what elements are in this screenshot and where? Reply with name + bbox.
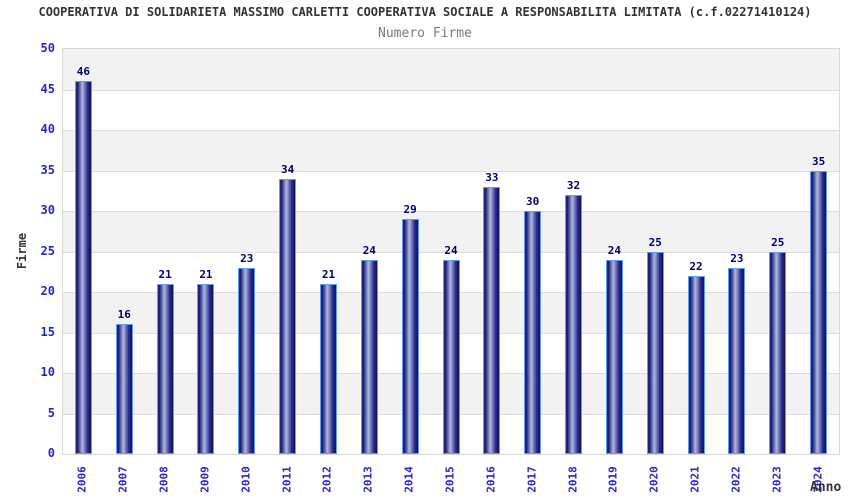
x-tick-label: 2006 (75, 466, 89, 493)
plot-band (63, 49, 839, 90)
x-tick-label: 2012 (320, 466, 334, 493)
gridline (63, 170, 839, 172)
bar-2006 (74, 81, 92, 454)
bar-value-label: 30 (526, 195, 540, 208)
gridline (63, 130, 839, 131)
x-tick-label: 2020 (647, 466, 661, 493)
y-tick-label: 25 (40, 243, 55, 258)
bar-2024 (810, 170, 828, 454)
bar-value-label: 16 (117, 308, 131, 322)
bar-2015 (442, 259, 460, 454)
bar-value-label: 32 (566, 178, 581, 192)
gridline (63, 89, 839, 91)
bar-value-label: 21 (321, 267, 336, 281)
y-tick-label: 30 (40, 203, 55, 217)
plot-band (63, 89, 839, 130)
chart-title: COOPERATIVA DI SOLIDARIETA MASSIMO CARLE… (38, 5, 812, 19)
y-tick-label: 50 (40, 41, 55, 55)
bar-value-label: 23 (240, 251, 254, 265)
x-tick-label: 2023 (770, 466, 784, 493)
y-tick-label: 0 (47, 446, 55, 460)
bar-2007 (115, 324, 133, 454)
bar-value-label: 46 (76, 65, 91, 79)
bar-value-label: 21 (158, 267, 172, 281)
bar-2020 (646, 251, 664, 454)
plot-band (63, 211, 839, 252)
x-tick-label: 2014 (402, 466, 416, 493)
x-tick-label: 2017 (525, 466, 539, 493)
y-tick-label: 20 (40, 284, 55, 298)
y-tick-label: 45 (40, 81, 55, 96)
bar-value-label: 24 (444, 243, 458, 257)
gridline (63, 251, 839, 253)
y-tick-label: 40 (40, 122, 55, 136)
bar-value-label: 29 (403, 203, 417, 217)
x-tick-label: 2022 (729, 466, 743, 493)
x-tick-label: 2016 (484, 466, 498, 493)
y-tick-label: 10 (40, 365, 55, 379)
y-tick-label: 15 (40, 324, 55, 339)
bar-value-label: 22 (689, 259, 703, 273)
x-axis-title: Anno (810, 480, 842, 495)
x-tick-label: 2021 (688, 466, 702, 493)
bar-value-label: 23 (730, 251, 744, 265)
y-tick-label: 35 (40, 162, 55, 177)
bar-2010 (238, 267, 256, 454)
x-tick-label: 2019 (606, 466, 620, 493)
plot-band (63, 130, 839, 171)
bar-2016 (483, 186, 501, 454)
bar-2009 (197, 283, 215, 454)
x-tick-label: 2008 (157, 466, 171, 493)
bar-value-label: 24 (362, 243, 376, 257)
x-tick-label: 2007 (116, 466, 130, 493)
bar-2022 (728, 267, 746, 454)
bar-2017 (524, 211, 542, 454)
bar-2013 (360, 259, 378, 454)
bar-2012 (319, 283, 337, 454)
y-tick-label: 5 (47, 405, 55, 420)
bar-2014 (401, 219, 419, 454)
gridline (63, 211, 839, 212)
x-tick-label: 2013 (361, 466, 375, 493)
plot-band (63, 170, 839, 211)
bar-2008 (156, 283, 174, 454)
bar-value-label: 25 (648, 235, 662, 249)
bar-2018 (565, 194, 583, 454)
bar-value-label: 34 (281, 162, 295, 176)
bar-2011 (279, 178, 297, 454)
bar-2023 (769, 251, 787, 454)
x-tick-label: 2009 (198, 466, 212, 493)
plot-area: 46 16 21 21 23 34 21 24 29 24 33 30 32 24 25 22 23 25 35 (62, 48, 840, 455)
x-tick-label: 2010 (239, 466, 253, 493)
bar-value-label: 35 (811, 154, 826, 168)
x-tick-label: 2015 (443, 466, 457, 493)
bar-value-label: 24 (607, 243, 621, 257)
x-tick-label: 2011 (280, 466, 294, 493)
bar-value-label: 25 (771, 235, 785, 249)
bar-2021 (687, 275, 705, 454)
bar-value-label: 33 (485, 170, 499, 184)
bar-value-label: 21 (199, 267, 213, 281)
x-tick-label: 2018 (566, 466, 580, 493)
chart-subtitle: Numero Firme (378, 26, 472, 41)
bar-2019 (605, 259, 623, 454)
